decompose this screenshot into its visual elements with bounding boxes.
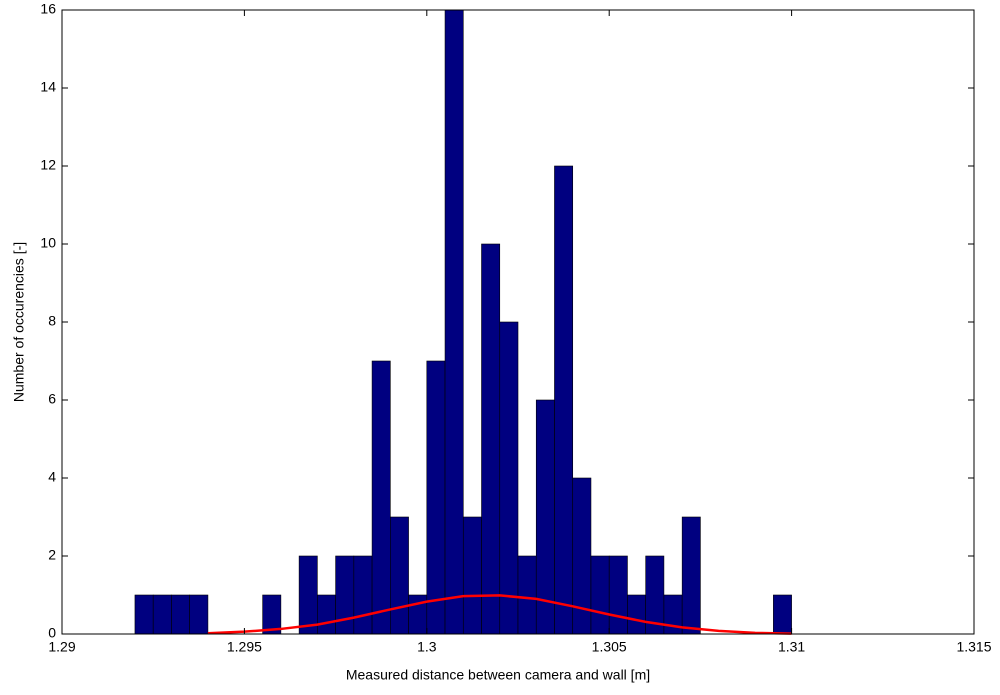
x-tick-label: 1.29 (48, 639, 75, 655)
bar (499, 321, 519, 635)
x-tick-label: 1.305 (592, 639, 627, 655)
bar (444, 9, 464, 635)
bar (608, 555, 628, 635)
x-axis-label: Measured distance between camera and wal… (346, 667, 650, 683)
y-tick-label: 12 (40, 157, 56, 173)
bar (390, 516, 409, 635)
bar (189, 594, 209, 635)
y-tick-label: 8 (48, 313, 56, 329)
y-tick-label: 14 (40, 79, 56, 95)
bar (627, 594, 646, 635)
x-tick-label: 1.315 (956, 639, 991, 655)
bar (517, 555, 537, 635)
bar (408, 594, 428, 635)
fit-curve (207, 594, 792, 635)
bar (681, 516, 701, 635)
x-tick-label: 1.295 (227, 639, 262, 655)
bar (317, 594, 336, 635)
bar (134, 594, 154, 635)
y-tick-label: 2 (48, 547, 56, 563)
bar (298, 555, 318, 635)
bar (171, 594, 190, 635)
x-tick-label: 1.3 (417, 639, 437, 655)
bar (773, 594, 792, 635)
bar (335, 555, 355, 635)
bar (152, 594, 172, 635)
x-tick-label: 1.31 (778, 639, 805, 655)
y-tick-label: 0 (48, 625, 56, 641)
bar (481, 243, 501, 635)
bar (462, 516, 482, 635)
y-axis-label: Number of occurencies [-] (11, 242, 27, 402)
y-tick-label: 10 (40, 235, 56, 251)
y-tick-label: 16 (40, 1, 56, 17)
y-tick-label: 4 (48, 469, 56, 485)
y-tick-label: 6 (48, 391, 56, 407)
bar (590, 555, 610, 635)
bar (371, 360, 391, 635)
bar (554, 165, 574, 635)
bar (426, 360, 446, 635)
bar (353, 555, 373, 635)
